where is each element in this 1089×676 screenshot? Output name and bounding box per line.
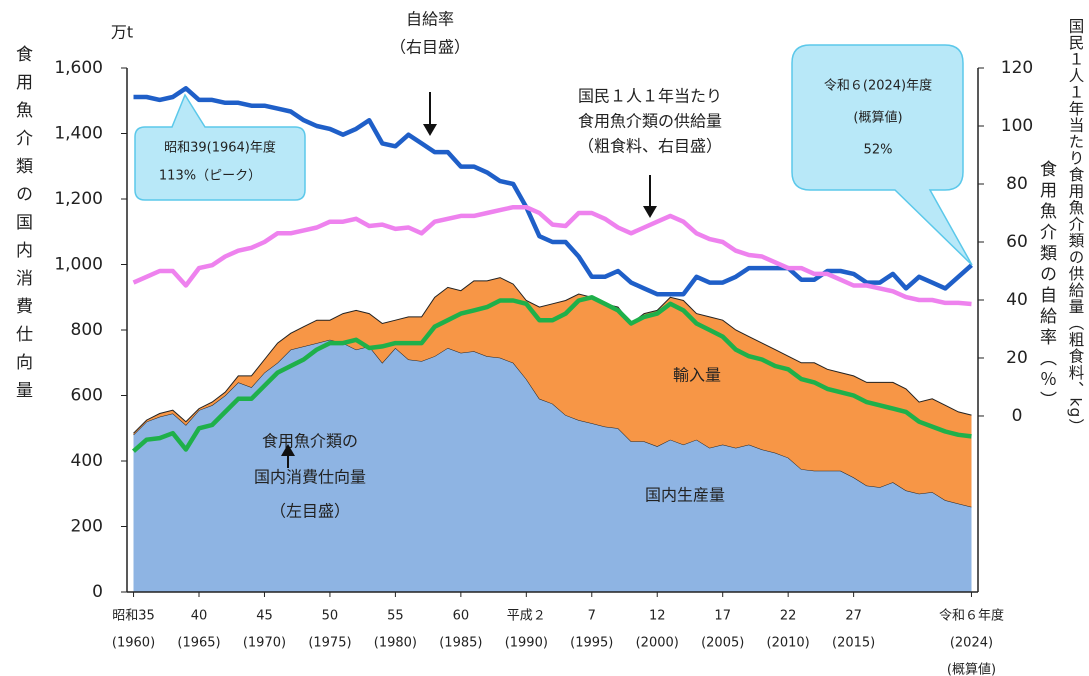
y-tick-label: 400 [71,451,103,471]
line [133,86,973,297]
x-tick-label: (2015) [832,636,875,651]
y-tick-label: 1,000 [54,255,103,275]
annotation: （左目盛） [270,502,350,521]
y-unit: 万t [111,23,133,42]
callout-text: 令和６(2024)年度 [824,78,932,94]
line [132,295,972,453]
x-tick-label: 60 [453,609,470,624]
y-tick-label: 1,600 [54,58,103,78]
x-tick-label: (1990) [505,636,548,651]
x-tick-label: (2010) [767,636,810,651]
x-tick-label: (2000) [636,636,679,651]
annotation: 国内消費仕向量 [254,468,366,487]
y2-axis-label: 食用魚介類の自給率（％） [1036,160,1057,412]
callout-text: 昭和39(1964)年度 [164,140,276,156]
y-tick-label: 1,200 [54,189,103,209]
x-tick-label: 7 [588,609,596,624]
y2-tick-label: 100 [1001,116,1033,136]
x-tick-label: 平成２ [507,609,546,624]
annotation: （右目盛） [390,38,470,57]
x-tick-label: (1980) [374,636,417,651]
area-label: 国内生産量 [645,486,725,505]
y2-tick-label: 20 [1006,348,1028,368]
x-tick-label: (1960) [112,636,155,651]
y2-tick-label: 40 [1006,290,1028,310]
callout-text: 113%（ピーク） [159,169,261,184]
x-tick-label: 22 [780,609,797,624]
annotation: （粗食料、右目盛） [578,137,722,156]
line [132,204,972,307]
x-tick-label: 令和６年度 [939,608,1004,624]
y2-tick-label: 80 [1006,174,1028,194]
x-tick-label: (1975) [308,636,351,651]
callout [134,93,306,201]
x-tick-label: 27 [845,609,862,624]
x-tick-label: 50 [322,609,339,624]
x-tick-label: 17 [714,609,731,624]
y-tick-label: 200 [71,517,103,537]
x-tick-label: 40 [191,609,208,624]
y-tick-label: 0 [92,582,103,602]
y3-axis-label: 国民１人１年当たり食用魚介類の供給量（粗食料、kg） [1067,18,1085,435]
x-tick-label: (2005) [701,636,744,651]
y2-tick-label: 60 [1006,232,1028,252]
arrow-head [423,124,437,136]
x-tick-label: 55 [387,609,404,624]
x-tick-label: (2024) [950,636,993,651]
x-tick-label: (1970) [243,636,286,651]
callout-text: (概算値) [853,110,902,126]
area-outline [133,277,972,434]
annotation: 自給率 [406,10,454,29]
x-tick-label: 12 [649,609,666,624]
y-tick-label: 800 [71,320,103,340]
arrow-head [643,206,657,218]
y-tick-label: 600 [71,386,103,406]
plot-area [132,86,973,592]
x-tick-label: (1995) [570,636,613,651]
x-tick-label: 昭和35 [112,609,155,624]
y2-tick-label: 0 [1012,406,1023,426]
y-axis-label: 食用魚介類の国内消費仕向量 [12,45,33,409]
area [133,339,972,592]
callout-text: 52% [864,143,893,158]
x-tick-label: (概算値) [947,662,996,676]
annotation: 国民１人１年当たり [578,87,722,106]
area-label: 輸入量 [673,366,721,385]
annotation: 食用魚介類の供給量 [578,112,722,131]
y-tick-label: 1,400 [54,124,103,144]
x-tick-label: (1965) [177,636,220,651]
x-tick-label: 45 [256,609,273,624]
y2-tick-label: 120 [1001,58,1033,78]
area [133,277,972,507]
arrow-head [281,444,295,456]
annotation: 食用魚介類の [262,432,358,451]
x-tick-label: (1985) [439,636,482,651]
callout [791,44,973,266]
